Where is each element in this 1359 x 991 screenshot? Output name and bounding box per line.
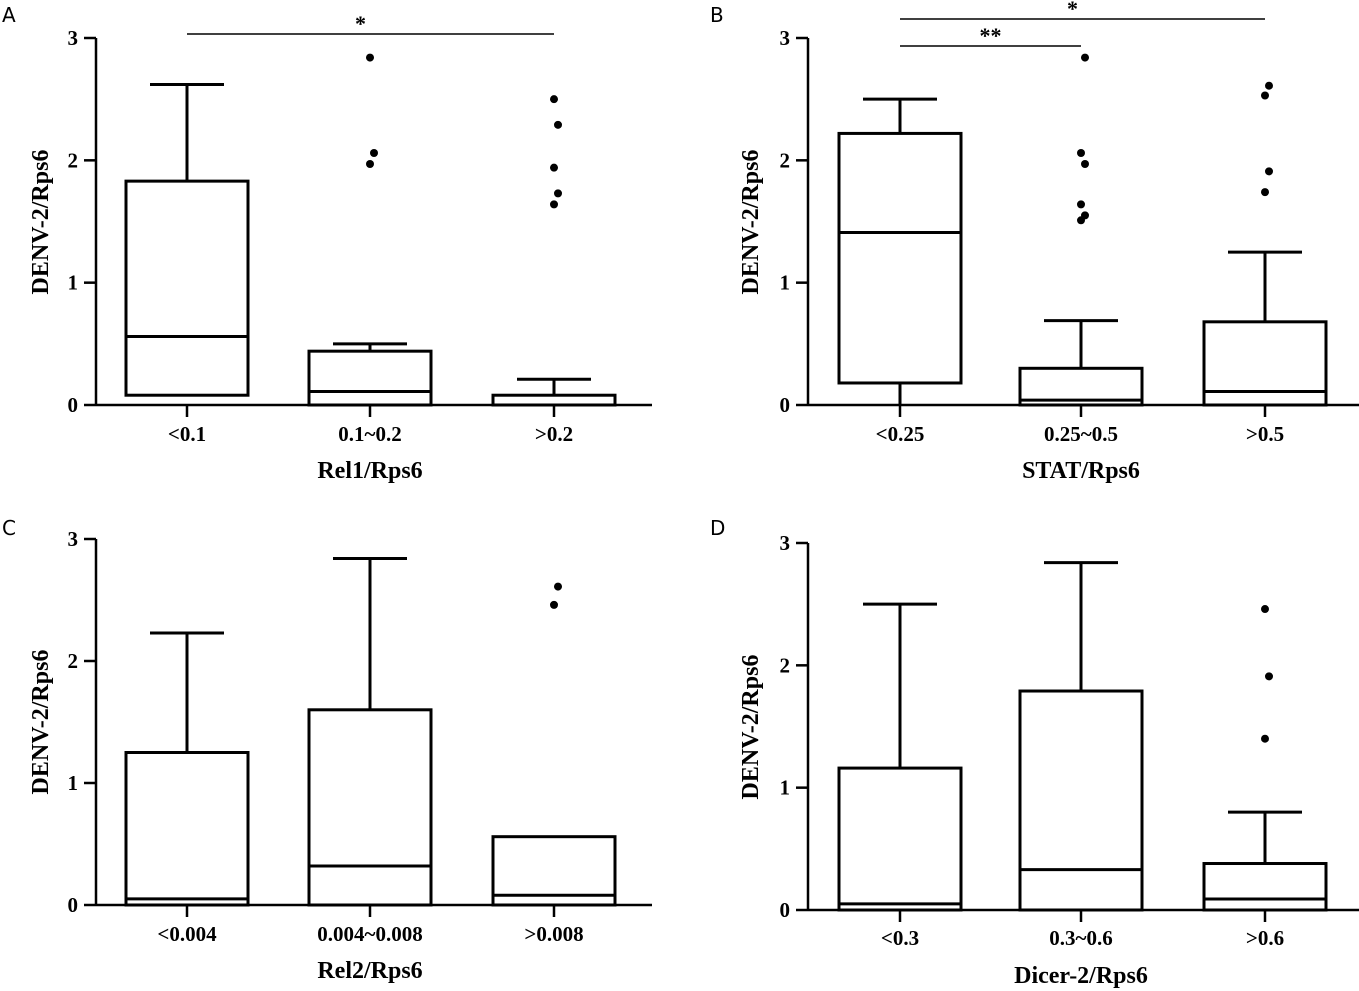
x-tick-label: >0.5 [1246,422,1284,446]
y-axis-title: DENV-2/Rps6 [738,655,764,800]
panel-letter: B [710,3,724,27]
outlier-point [1081,211,1089,220]
panel-letter: A [2,3,16,27]
box-group-3 [1202,605,1328,912]
panel-letter: D [710,516,725,540]
x-axis-title: STAT/Rps6 [1022,458,1140,484]
box-iqr [1018,689,1144,912]
outlier-point [1261,188,1269,197]
box-iqr [1202,862,1328,912]
x-tick-label: >0.2 [535,422,573,446]
outlier-point [554,120,562,129]
outlier-point [1265,81,1273,90]
y-axis-title: DENV-2/Rps6 [28,650,54,795]
box-group-1 [124,631,250,907]
box-iqr [124,751,250,907]
outlier-point [550,95,558,104]
panel-a: A 0 1 2 3 <0.1 0.1~0.2 >0.2 Rel1/Rps6 DENV-2/Rps6… [2,3,652,484]
x-tick-label: 0.1~0.2 [338,422,401,446]
x-axis-title: Rel2/Rps6 [317,958,422,984]
box-iqr [491,835,617,907]
outlier-point [1261,605,1269,614]
x-tick-label: <0.004 [157,922,217,946]
box-group-1 [124,82,250,397]
y-tick-label: 1 [68,271,79,295]
x-axis-title: Dicer-2/Rps6 [1014,963,1148,989]
y-tick-label: 2 [780,653,791,677]
box-group-3 [1202,81,1328,407]
y-tick-label: 3 [68,26,79,50]
box-group-2 [307,53,433,407]
outlier-point [550,200,558,209]
y-tick-label: 2 [68,649,79,673]
y-tick-label: 3 [780,26,791,50]
panel-c: C 0 1 2 3 <0.004 0.004~0.008 >0.008 Rel2/Rps6 DEN… [2,516,652,984]
x-tick-label: 0.004~0.008 [317,922,422,946]
box-group-2 [307,557,433,907]
box-group-2 [1018,561,1144,912]
y-tick-label: 0 [780,393,791,417]
y-axis-title: DENV-2/Rps6 [28,150,54,295]
box-group-1 [837,602,963,912]
y-tick-label: 1 [780,271,791,295]
outlier-point [550,163,558,172]
significance-label: * [1067,0,1078,21]
panel-d: D 0 1 2 3 <0.3 0.3~0.6 >0.6 Dicer-2/Rps6 DENV-2/R… [710,516,1359,989]
y-tick-label: 2 [68,148,79,172]
x-tick-label: 0.25~0.5 [1044,422,1118,446]
box-iqr [124,179,250,397]
outlier-point [554,582,562,591]
x-tick-label: >0.6 [1246,926,1284,950]
x-tick-label: <0.25 [876,422,925,446]
box-group-3 [491,582,617,907]
box-iqr [307,349,433,407]
significance-label: ** [980,23,1002,48]
outlier-point [1077,200,1085,209]
outlier-point [554,189,562,198]
outlier-point [1261,91,1269,100]
box-iqr [837,766,963,912]
panel-letter: C [2,516,16,540]
x-axis-title: Rel1/Rps6 [317,458,422,484]
panel-b: B 0 1 2 3 <0.25 0.25~0.5 >0.5 STAT/Rps6 DENV-2/Rp… [710,0,1359,484]
y-tick-label: 0 [68,393,79,417]
y-tick-label: 3 [780,531,791,555]
outlier-point [1261,734,1269,743]
box-group-3 [491,95,617,407]
outlier-point [1077,148,1085,157]
outlier-point [370,148,378,157]
y-tick-label: 0 [68,893,79,917]
y-tick-label: 1 [780,776,791,800]
x-tick-label: <0.3 [881,926,919,950]
outlier-point [366,53,374,62]
x-tick-label: >0.008 [524,922,583,946]
y-axis-title: DENV-2/Rps6 [738,150,764,295]
outlier-point [1265,672,1273,681]
outlier-point [366,160,374,169]
y-tick-label: 3 [68,527,79,551]
y-tick-label: 2 [780,148,791,172]
box-iqr [307,708,433,907]
outlier-point [1265,167,1273,176]
box-group-2 [1018,53,1144,407]
box-iqr [837,131,963,385]
outlier-point [550,600,558,609]
y-tick-label: 0 [780,898,791,922]
y-tick-label: 1 [68,771,79,795]
outlier-point [1081,53,1089,62]
box-group-1 [837,97,963,405]
outlier-point [1081,160,1089,169]
x-tick-label: <0.1 [168,422,206,446]
x-tick-label: 0.3~0.6 [1049,926,1112,950]
significance-label: * [355,11,366,36]
